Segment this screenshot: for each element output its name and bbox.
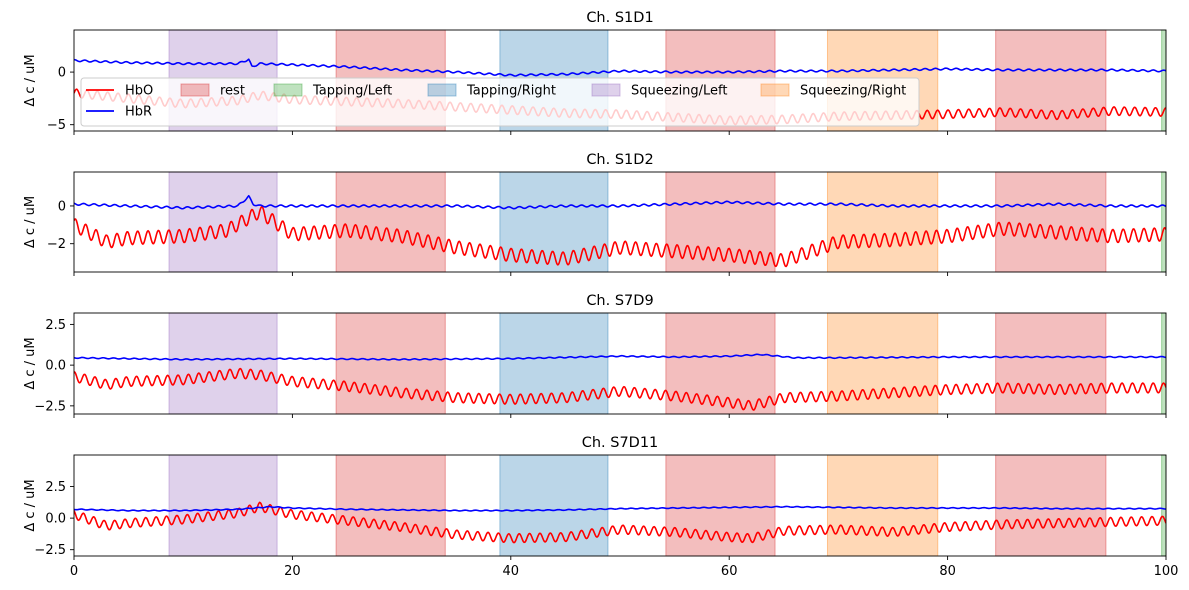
legend: HbO rest Tapping/Left Tapping/Right Squeezin… <box>80 77 920 127</box>
legend-label: Squeezing/Left <box>631 84 728 99</box>
panel-2: 0 −2 Ch. S1D2 Δ c / uM <box>23 152 1167 276</box>
legend-patch-marker <box>180 83 210 97</box>
series-line-hbr <box>74 58 1166 77</box>
event-span-rest <box>995 312 1107 415</box>
y-tick-label: 0 <box>58 66 66 81</box>
legend-label: HbR <box>125 105 152 120</box>
event-span-rest <box>335 312 446 415</box>
panel-title: Ch. S1D1 <box>586 10 653 26</box>
x-tick-label: 40 <box>503 564 520 579</box>
legend-label: HbO <box>125 84 153 99</box>
series-group <box>74 194 1166 268</box>
y-tick-label: −2.5 <box>34 543 66 558</box>
event-span-tapping-left <box>1161 454 1167 557</box>
panel-3: 2.5 0.0 −2.5 Ch. S7D9 Δ c / uM <box>23 293 1167 418</box>
x-tick-label: 100 <box>1154 564 1179 579</box>
panel-title: Ch. S7D11 <box>582 435 659 451</box>
axes-frame <box>73 29 1167 132</box>
event-span-squeezing-left <box>168 312 278 415</box>
legend-patch-marker <box>427 83 457 97</box>
axes-frame <box>73 171 1167 273</box>
legend-entry-hbo: HbO <box>86 84 153 99</box>
x-tick-label: 60 <box>721 564 738 579</box>
y-axis-label: Δ c / uM <box>23 196 38 248</box>
series-group <box>74 501 1166 544</box>
panel-4: 2.5 0.0 −2.5 0 20 40 60 80 100 Ch. S7D11 Δ c / uM <box>23 435 1178 579</box>
panel-title: Ch. S1D2 <box>586 152 653 168</box>
event-span-tapping-left <box>1161 171 1167 273</box>
event-span-rest <box>665 171 776 273</box>
x-tick-label: 20 <box>284 564 301 579</box>
series-line-hbo <box>74 205 1166 268</box>
legend-entry-squeezing-left: Squeezing/Left <box>591 83 728 99</box>
y-tick-label: 0.0 <box>45 512 66 527</box>
event-span-squeezing-left <box>168 454 278 557</box>
x-tick-label: 80 <box>939 564 956 579</box>
legend-entry-squeezing-right: Squeezing/Right <box>760 83 906 99</box>
series-line-hbr <box>74 194 1166 210</box>
event-span-rest <box>335 454 446 557</box>
series-line-hbo <box>74 367 1166 411</box>
event-span-rest <box>995 171 1107 273</box>
legend-entry-tapping-right: Tapping/Right <box>427 83 556 99</box>
y-tick-label: 0.0 <box>45 359 66 374</box>
legend-patch-marker <box>273 83 303 97</box>
legend-label: rest <box>220 84 245 99</box>
y-axis-label: Δ c / uM <box>23 479 38 531</box>
event-span-rest <box>995 454 1107 557</box>
y-tick-label: −5 <box>47 118 66 133</box>
axes-frame <box>73 312 1167 415</box>
event-span-tapping-left <box>1161 312 1167 415</box>
event-span-squeezing-right <box>826 171 939 273</box>
legend-label: Tapping/Left <box>312 84 392 99</box>
y-tick-label: −2.5 <box>34 399 66 414</box>
series-line-hbr <box>74 505 1166 512</box>
legend-patch-marker <box>760 83 790 97</box>
legend-label: Tapping/Right <box>466 84 556 99</box>
y-tick-label: 0 <box>58 199 66 214</box>
legend-patch-marker <box>591 83 621 97</box>
legend-label: Squeezing/Right <box>800 84 906 99</box>
series-line-hbo <box>74 501 1166 544</box>
y-axis-label: Δ c / uM <box>23 337 38 389</box>
y-tick-label: 2.5 <box>45 318 66 333</box>
y-axis-label: Δ c / uM <box>23 54 38 106</box>
x-tick-label: 0 <box>70 564 78 579</box>
y-tick-label: 2.5 <box>45 480 66 495</box>
event-span-squeezing-right <box>826 454 939 557</box>
panel-title: Ch. S7D9 <box>586 293 653 309</box>
event-span-squeezing-right <box>826 312 939 415</box>
y-tick-label: −2 <box>47 237 66 252</box>
series-line-hbr <box>74 353 1166 361</box>
legend-box <box>80 77 920 127</box>
series-group <box>74 353 1166 411</box>
event-span-squeezing-left <box>168 171 278 273</box>
legend-entry-rest: rest <box>180 83 245 99</box>
event-span-rest <box>335 171 446 273</box>
legend-entry-hbr: HbR <box>86 105 152 120</box>
legend-entry-tapping-left: Tapping/Left <box>273 83 392 99</box>
axes-frame <box>73 454 1167 557</box>
event-span-tapping-right <box>499 171 609 273</box>
